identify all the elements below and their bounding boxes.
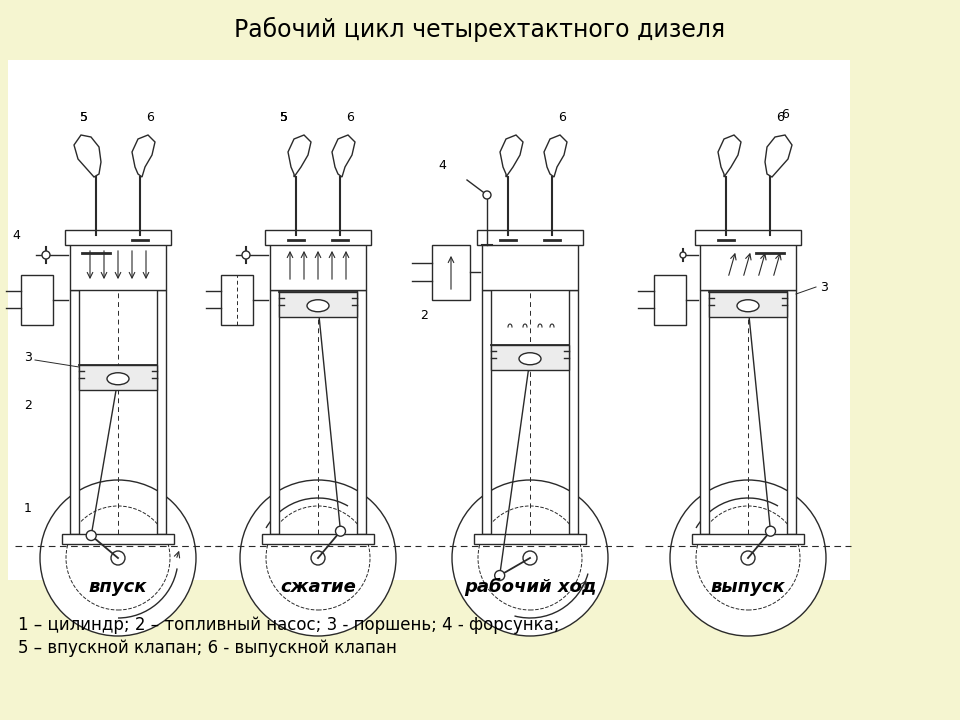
Polygon shape [500, 135, 523, 177]
Text: 5 – впускной клапан; 6 - выпускной клапан: 5 – впускной клапан; 6 - выпускной клапа… [18, 639, 396, 657]
Circle shape [494, 570, 505, 580]
Circle shape [240, 480, 396, 636]
Circle shape [680, 252, 686, 258]
Text: 1 – цилиндр; 2 – топливный насос; 3 - поршень; 4 - форсунка;: 1 – цилиндр; 2 – топливный насос; 3 - по… [18, 616, 560, 634]
Text: 6: 6 [781, 108, 789, 121]
Circle shape [741, 551, 755, 565]
Text: 3: 3 [24, 351, 32, 364]
Ellipse shape [307, 300, 329, 312]
Bar [654, 275, 686, 325]
Circle shape [111, 551, 125, 565]
Polygon shape [765, 135, 792, 177]
Circle shape [523, 551, 537, 565]
Text: сжатие: сжатие [280, 578, 356, 596]
Text: 5: 5 [280, 111, 288, 124]
Polygon shape [332, 135, 355, 177]
Bar [477, 230, 583, 245]
Bar [709, 292, 787, 317]
Bar [265, 230, 371, 245]
Ellipse shape [107, 373, 129, 384]
Circle shape [670, 480, 826, 636]
Text: 5: 5 [80, 111, 88, 124]
Text: Рабочий цикл четырехтактного дизеля: Рабочий цикл четырехтактного дизеля [234, 17, 726, 42]
Text: 4: 4 [12, 228, 20, 241]
Bar [787, 290, 796, 534]
Circle shape [86, 531, 96, 541]
Text: 6: 6 [146, 111, 154, 124]
Bar [415, 60, 640, 580]
Text: выпуск: выпуск [710, 578, 785, 596]
Text: 6: 6 [346, 111, 354, 124]
Text: 2: 2 [420, 308, 428, 322]
Circle shape [242, 251, 250, 259]
Polygon shape [544, 135, 567, 177]
Polygon shape [74, 135, 101, 177]
Text: впуск: впуск [88, 578, 147, 596]
Bar [70, 290, 79, 534]
Text: 3: 3 [820, 281, 828, 294]
Bar [262, 534, 374, 544]
Bar [491, 345, 569, 370]
Bar [210, 60, 425, 580]
Bar [65, 230, 171, 245]
Text: 1: 1 [24, 503, 32, 516]
Bar [474, 534, 586, 544]
Text: рабочий ход: рабочий ход [464, 578, 596, 596]
Bar [357, 290, 366, 534]
Text: 5: 5 [80, 111, 88, 124]
Ellipse shape [737, 300, 759, 312]
Bar [8, 60, 223, 580]
Circle shape [42, 251, 50, 259]
Bar [432, 245, 470, 300]
Text: 5: 5 [280, 111, 288, 124]
Bar [62, 534, 174, 544]
Circle shape [765, 526, 776, 536]
Bar [635, 60, 850, 580]
Circle shape [311, 551, 325, 565]
Bar [270, 235, 366, 290]
Bar [482, 235, 578, 290]
Bar [700, 290, 709, 534]
Bar [270, 290, 279, 534]
Circle shape [40, 480, 196, 636]
Bar [79, 365, 157, 390]
Text: 6: 6 [776, 111, 784, 124]
Bar [70, 235, 166, 290]
Polygon shape [718, 135, 741, 177]
Bar [695, 230, 801, 245]
Bar [21, 275, 53, 325]
Text: 6: 6 [558, 111, 566, 124]
Circle shape [483, 191, 491, 199]
Polygon shape [288, 135, 311, 177]
Bar [692, 534, 804, 544]
Bar [569, 290, 578, 534]
Bar [279, 292, 357, 317]
Bar [700, 235, 796, 290]
Bar [482, 290, 491, 534]
Text: 5: 5 [280, 111, 288, 124]
Text: 4: 4 [438, 158, 446, 171]
Circle shape [335, 526, 346, 536]
Bar [157, 290, 166, 534]
Bar [221, 275, 253, 325]
Polygon shape [132, 135, 155, 177]
Circle shape [452, 480, 608, 636]
Text: 2: 2 [24, 398, 32, 412]
Ellipse shape [519, 353, 541, 365]
